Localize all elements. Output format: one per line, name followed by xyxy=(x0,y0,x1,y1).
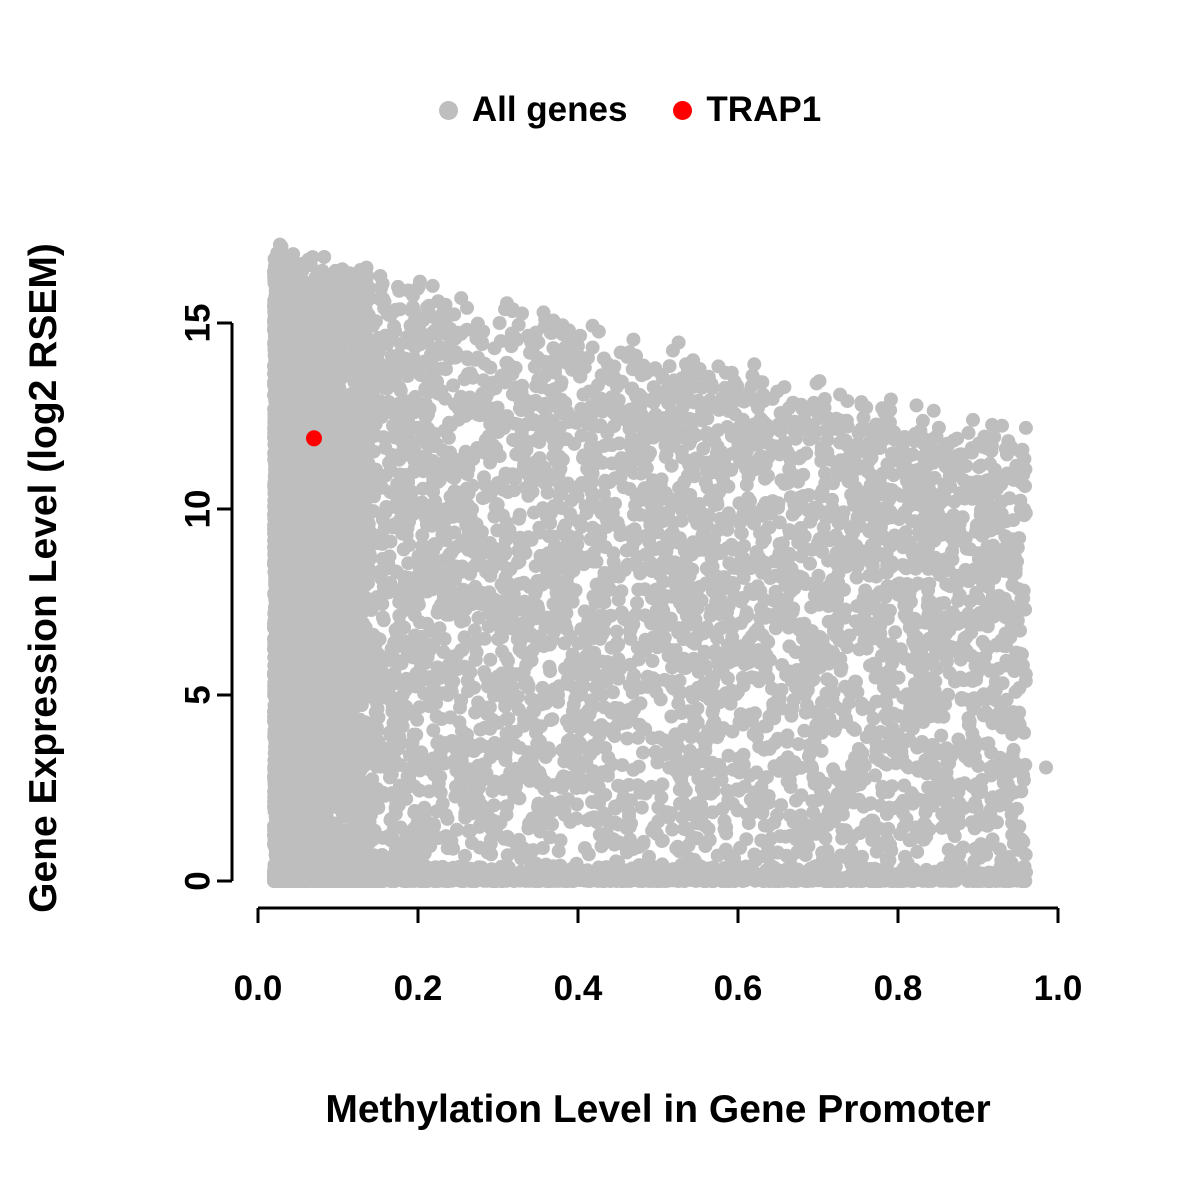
x-tick-label: 0.2 xyxy=(394,969,443,1008)
legend-label-all-genes: All genes xyxy=(471,90,628,129)
axis-ticks xyxy=(217,321,1060,923)
x-tick-label: 0.8 xyxy=(874,969,923,1008)
all-genes-points xyxy=(267,237,1053,888)
x-tick-label: 0.6 xyxy=(714,969,763,1008)
legend-label-trap1: TRAP1 xyxy=(706,90,822,129)
axis-tick-labels: 0.0 0.2 0.4 0.6 0.8 1.0 0 5 10 15 xyxy=(179,304,1083,1008)
x-tick-label: 0.4 xyxy=(554,969,603,1008)
axes xyxy=(230,323,1058,910)
x-tick-label: 1.0 xyxy=(1034,969,1083,1008)
legend-item-trap1: TRAP1 xyxy=(673,90,821,130)
y-tick-label: 5 xyxy=(179,685,218,704)
x-tick-label: 0.0 xyxy=(234,969,283,1008)
x-axis-title: Methylation Level in Gene Promoter xyxy=(325,1088,991,1131)
y-tick-label: 15 xyxy=(179,304,218,343)
trap1-point xyxy=(306,430,322,447)
y-tick-label: 10 xyxy=(179,490,218,529)
chart-legend: All genes TRAP1 xyxy=(0,90,1200,130)
y-tick-label: 0 xyxy=(179,871,218,890)
legend-item-all-genes: All genes xyxy=(438,90,628,130)
y-axis-title: Gene Expression Level (log2 RSEM) xyxy=(22,243,65,913)
trap1-marker-icon xyxy=(673,100,693,120)
all-genes-marker-icon xyxy=(438,100,458,120)
